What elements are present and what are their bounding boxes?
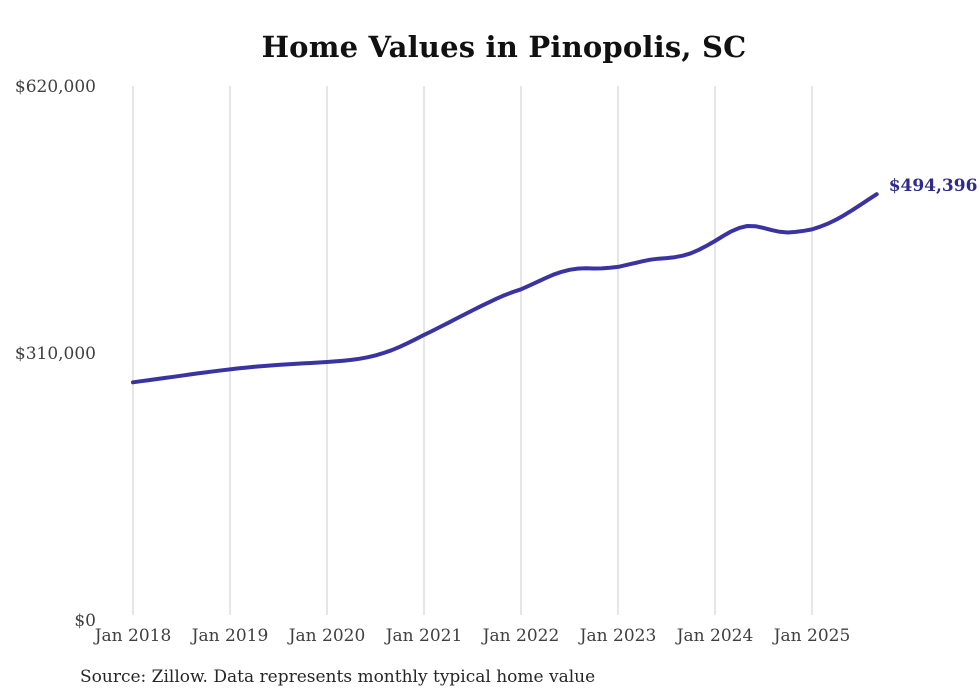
x-tick-label: Jan 2025 [772,626,851,646]
home-value-line [131,192,879,385]
x-tick-label: Jan 2022 [481,626,560,646]
x-tick-label: Jan 2020 [287,626,366,646]
x-tick-label: Jan 2019 [190,626,269,646]
y-axis-tick-labels: $0 $310,000 $620,000 [15,77,96,631]
x-tick-label: Jan 2021 [384,626,463,646]
y-tick-label: $0 [74,611,96,631]
x-tick-label: Jan 2023 [578,626,657,646]
x-axis-tick-labels: Jan 2018 Jan 2019 Jan 2020 Jan 2021 Jan 2022… [93,626,851,646]
y-tick-label: $310,000 [15,344,96,364]
x-tick-label: Jan 2024 [675,626,754,646]
y-tick-label: $620,000 [15,77,96,97]
x-tick-label: Jan 2018 [93,626,172,646]
gridlines-group [132,86,813,615]
chart-title: Home Values in Pinopolis, SC [261,30,747,64]
end-value-label: $494,396 [889,176,978,196]
source-note: Source: Zillow. Data represents monthly … [80,667,596,687]
